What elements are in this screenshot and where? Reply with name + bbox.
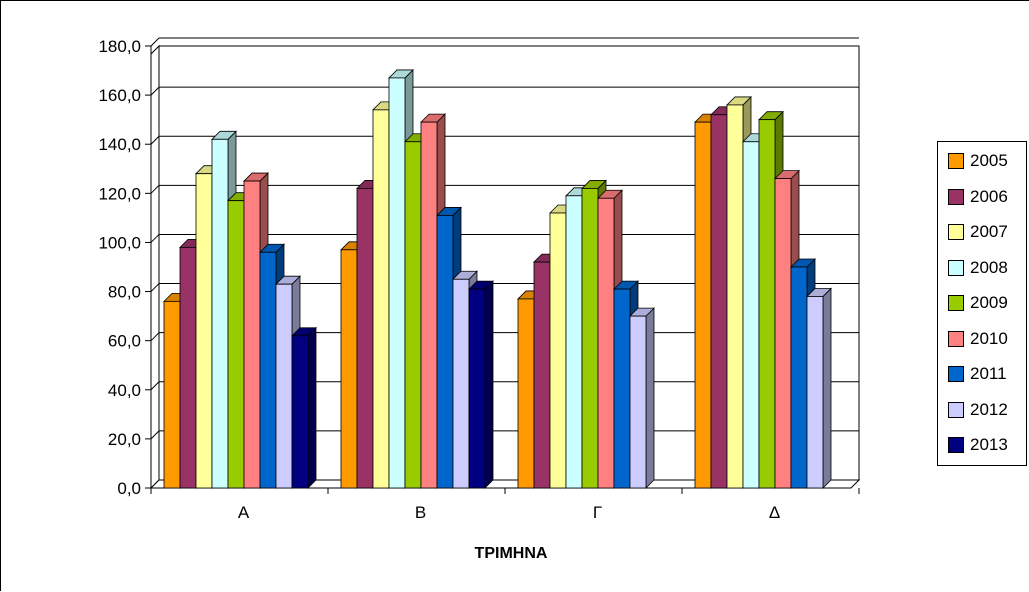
y-tick-label: 180,0 xyxy=(98,37,141,56)
gridline-side xyxy=(150,283,160,292)
legend-swatch xyxy=(948,259,964,276)
bar-2012-Γ xyxy=(629,307,655,489)
legend-item-2013: 2013 xyxy=(948,435,1008,455)
bar-2012-Δ xyxy=(806,287,832,489)
legend-label: 2008 xyxy=(970,257,1008,277)
legend-item-2008: 2008 xyxy=(948,258,1008,278)
gridline-side xyxy=(150,234,160,243)
legend-label: 2007 xyxy=(970,222,1008,241)
plot-side-wall xyxy=(150,44,160,490)
legend: 2005 2006 2007 2008 2009 2010 2011 2012 2013 xyxy=(937,141,1027,466)
x-category-label: Α xyxy=(238,503,250,522)
legend-item-2005: 2005 xyxy=(948,151,1008,171)
legend-swatch xyxy=(948,188,964,205)
x-category-label: Β xyxy=(415,503,426,522)
y-tick-label: 20,0 xyxy=(108,430,141,449)
legend-label: 2006 xyxy=(970,186,1008,206)
legend-swatch xyxy=(948,224,964,240)
y-tick-label: 100,0 xyxy=(98,233,141,252)
legend-item-2010: 2010 xyxy=(948,329,1008,349)
x-category-label: Γ xyxy=(593,503,602,522)
legend-swatch xyxy=(948,401,964,418)
gridline-side xyxy=(150,37,160,47)
y-tick-label: 80,0 xyxy=(108,283,141,302)
legend-label: 2013 xyxy=(970,435,1008,454)
y-tick-label: 40,0 xyxy=(108,381,141,400)
legend-label: 2010 xyxy=(970,328,1008,348)
legend-item-2011: 2011 xyxy=(948,364,1007,384)
legend-swatch xyxy=(948,153,964,169)
y-tick-label: 60,0 xyxy=(108,332,141,351)
legend-swatch xyxy=(948,295,964,311)
gridline-side xyxy=(150,332,160,342)
legend-swatch xyxy=(948,437,964,453)
gridline-side xyxy=(150,430,160,440)
x-category-label: Δ xyxy=(769,503,780,522)
gridline-side xyxy=(150,184,160,194)
gridline-side xyxy=(150,135,160,145)
y-tick-label: 160,0 xyxy=(98,86,141,105)
y-tick-label: 140,0 xyxy=(98,135,141,154)
legend-item-2006: 2006 xyxy=(948,187,1008,207)
bar-2013-Β xyxy=(468,280,494,489)
legend-label: 2011 xyxy=(970,364,1007,383)
bar-2013-Α xyxy=(291,326,317,489)
legend-label: 2005 xyxy=(970,151,1008,170)
legend-label: 2012 xyxy=(970,399,1008,419)
legend-item-2012: 2012 xyxy=(948,400,1008,420)
legend-item-2009: 2009 xyxy=(948,293,1008,313)
legend-label: 2009 xyxy=(970,293,1008,312)
gridline-side xyxy=(150,86,160,96)
legend-item-2007: 2007 xyxy=(948,222,1008,242)
y-tick-label: 120,0 xyxy=(98,184,141,203)
x-axis-title: ΤΡΙΜΗΝΑ xyxy=(475,545,548,562)
gridline-side xyxy=(150,381,160,391)
y-tick-label: 0,0 xyxy=(117,479,141,498)
legend-swatch xyxy=(948,366,964,382)
legend-swatch xyxy=(948,330,964,347)
